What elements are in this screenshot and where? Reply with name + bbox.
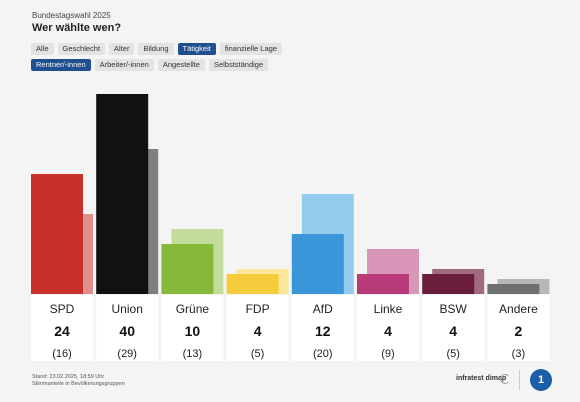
- party-label-afd: AfD: [313, 302, 333, 316]
- footer-divider: [519, 370, 520, 390]
- value-label-linke: 4: [384, 323, 392, 339]
- filter-row-subgroup: Rentner/-innen Arbeiter/-innen Angestell…: [31, 59, 269, 71]
- value-label-grüne: 10: [185, 323, 201, 339]
- infratest-dimap-icon: [500, 374, 510, 384]
- filter-chip-alter[interactable]: Alter: [109, 43, 135, 55]
- bar-afd: [291, 234, 344, 294]
- label-panel-andere: [487, 295, 550, 361]
- prev-value-label-union: (29): [117, 348, 137, 360]
- chart-title: Wer wählte wen?: [32, 22, 122, 34]
- label-panel-afd: [291, 295, 354, 361]
- filter-chip-arbeiter[interactable]: Arbeiter/-innen: [94, 59, 154, 71]
- value-label-fdp: 4: [254, 323, 262, 339]
- party-label-union: Union: [112, 302, 143, 316]
- label-panel-spd: [31, 295, 93, 361]
- value-label-bsw: 4: [449, 323, 457, 339]
- label-panel-union: [96, 295, 159, 361]
- party-label-fdp: FDP: [246, 302, 270, 316]
- ard-logo: 1: [530, 369, 552, 391]
- prev-value-label-andere: (3): [512, 348, 525, 360]
- label-panel-linke: [357, 295, 419, 361]
- prev-value-label-spd: (16): [52, 348, 72, 360]
- filter-chip-rentner[interactable]: Rentner/-innen: [31, 59, 91, 71]
- footer-timestamp: Stand: 23.02.2025, 18:59 Uhr: [32, 374, 105, 380]
- value-label-union: 40: [119, 323, 135, 339]
- filter-chip-selbststaendige[interactable]: Selbstständige: [208, 59, 269, 71]
- filter-chip-geschlecht[interactable]: Geschlecht: [57, 43, 106, 55]
- footer-note: Stimmanteile in Bevölkerungsgruppen: [32, 381, 125, 387]
- prev-value-label-fdp: (5): [251, 348, 264, 360]
- filter-chip-angestellte[interactable]: Angestellte: [157, 59, 205, 71]
- value-label-andere: 2: [515, 323, 523, 339]
- filter-chip-bildung[interactable]: Bildung: [138, 43, 174, 55]
- filter-chip-taetigkeit[interactable]: Tätigkeit: [177, 43, 216, 55]
- bar-spd: [31, 174, 83, 294]
- bar-union: [96, 94, 149, 294]
- prev-value-label-afd: (20): [313, 348, 333, 360]
- value-label-afd: 12: [315, 323, 331, 339]
- party-label-spd: SPD: [50, 302, 75, 316]
- party-label-grüne: Grüne: [176, 302, 210, 316]
- chart-kicker: Bundestagswahl 2025: [32, 11, 111, 20]
- infratest-dimap-logo: infratest dimap: [456, 375, 507, 382]
- filter-chip-alle[interactable]: Alle: [31, 43, 54, 55]
- bar-andere: [487, 284, 540, 294]
- label-panel-fdp: [226, 295, 289, 361]
- party-label-bsw: BSW: [440, 302, 468, 316]
- bar-bsw: [422, 274, 475, 294]
- label-panel-grüne: [161, 295, 224, 361]
- prev-value-label-bsw: (5): [446, 348, 459, 360]
- bar-grüne: [161, 244, 214, 294]
- filter-row-category: Alle Geschlecht Alter Bildung Tätigkeit …: [31, 43, 282, 55]
- party-label-linke: Linke: [374, 302, 403, 316]
- prev-value-label-grüne: (13): [183, 348, 203, 360]
- bar-fdp: [226, 274, 279, 294]
- party-label-andere: Andere: [499, 302, 538, 316]
- label-panel-bsw: [422, 295, 485, 361]
- filter-chip-finanzielle-lage[interactable]: finanzielle Lage: [219, 43, 282, 55]
- value-label-spd: 24: [54, 323, 70, 339]
- bar-linke: [357, 274, 409, 294]
- prev-value-label-linke: (9): [381, 348, 394, 360]
